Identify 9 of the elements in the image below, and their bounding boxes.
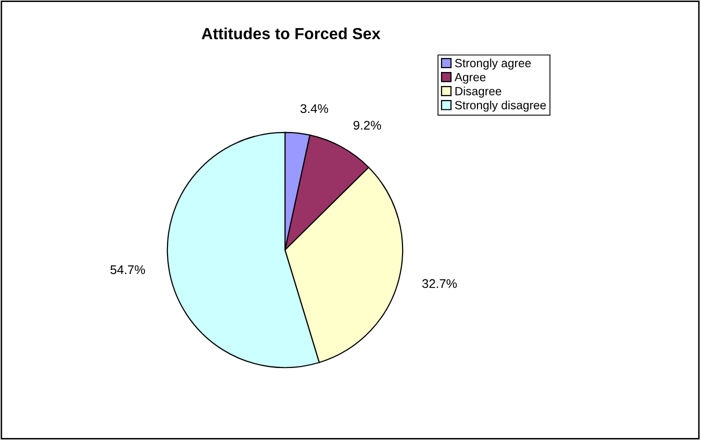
- legend-label: Strongly agree: [455, 58, 531, 70]
- data-label: 32.7%: [422, 279, 457, 288]
- legend-label: Strongly disagree: [455, 100, 546, 112]
- data-label: 3.4%: [300, 104, 328, 114]
- legend-label: Agree: [454, 73, 486, 84]
- legend-label: Disagree: [455, 86, 502, 98]
- data-label: 9.2%: [354, 120, 382, 130]
- chart-title: Attitudes to Forced Sex: [202, 28, 380, 40]
- data-label: 54.7%: [110, 265, 145, 274]
